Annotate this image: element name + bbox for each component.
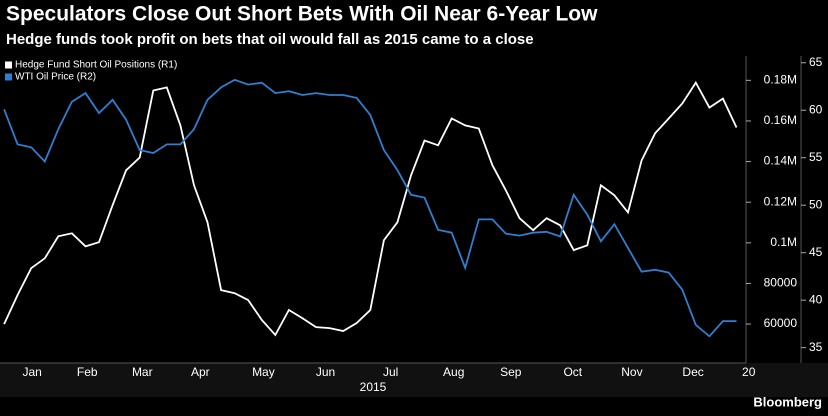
x-tick-label: Mar <box>132 365 153 379</box>
x-tick-label: Jan <box>22 365 41 379</box>
y2-tick-label: 60 <box>809 102 823 116</box>
x-tick-label: Dec <box>682 365 703 379</box>
x-tick-label: Feb <box>77 365 98 379</box>
x-tick-label: Nov <box>621 365 642 379</box>
y-tick-label: 80000 <box>764 276 798 290</box>
x-axis-label: 2015 <box>360 380 387 394</box>
y2-tick-label: 65 <box>809 55 823 69</box>
y-tick-label: 0.16M <box>764 113 797 127</box>
chart-title: Speculators Close Out Short Bets With Oi… <box>6 3 598 26</box>
y-tick-label: 0.12M <box>764 194 797 208</box>
y-tick-label: 0.14M <box>764 154 797 168</box>
x-tick-label: Jun <box>316 365 335 379</box>
legend-swatch <box>5 73 12 81</box>
x-axis-band <box>0 363 828 397</box>
source: Bloomberg <box>753 394 822 409</box>
y2-tick-label: 40 <box>809 292 823 306</box>
legend-label: WTI Oil Price (R2) <box>15 72 96 83</box>
x-tick-label: Oct <box>563 365 582 379</box>
y2-tick-label: 55 <box>809 150 823 164</box>
x-tick-label: Sep <box>500 365 522 379</box>
y2-tick-label: 50 <box>809 197 823 211</box>
y2-tick-label: 45 <box>809 245 823 259</box>
chart-subtitle: Hedge funds took profit on bets that oil… <box>6 31 534 48</box>
legend-label: Hedge Fund Short Oil Positions (R1) <box>15 60 177 71</box>
series-line <box>3 80 738 337</box>
y2-tick-label: 35 <box>809 340 823 354</box>
x-tick-label: Apr <box>191 365 210 379</box>
x-tick-label: May <box>252 365 275 379</box>
legend-swatch <box>5 61 12 69</box>
x-tick-label: Jul <box>383 365 398 379</box>
plot-area <box>0 56 746 363</box>
y-tick-label: 0.18M <box>764 73 797 87</box>
y-tick-label: 60000 <box>764 316 798 330</box>
x-tick-label: Aug <box>443 365 464 379</box>
series-line <box>3 78 737 338</box>
x-tick-label: 20 <box>742 365 756 379</box>
y-tick-label: 0.1M <box>770 235 797 249</box>
